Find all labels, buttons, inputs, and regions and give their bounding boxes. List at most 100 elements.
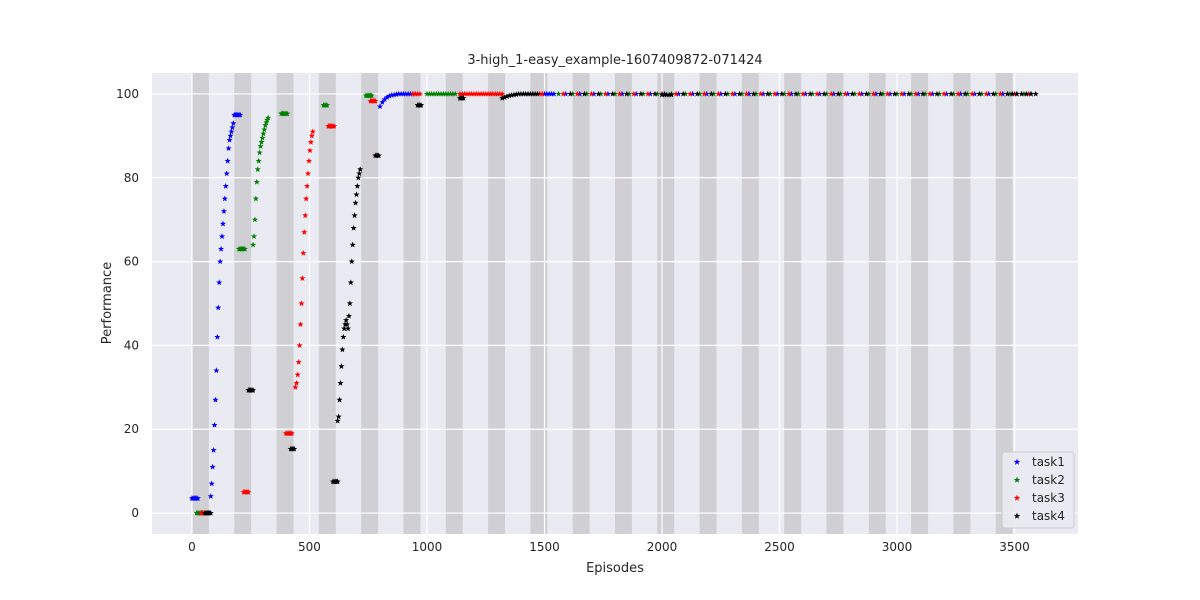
data-point xyxy=(338,363,345,369)
data-point xyxy=(814,90,821,97)
data-point xyxy=(611,90,619,97)
data-point xyxy=(209,463,216,470)
data-point xyxy=(863,90,870,97)
data-point xyxy=(992,90,999,97)
data-point xyxy=(388,92,395,98)
data-point xyxy=(891,90,898,97)
data-point xyxy=(809,90,816,97)
data-point xyxy=(950,90,957,97)
data-point xyxy=(501,94,508,100)
data-point xyxy=(473,90,480,97)
data-point xyxy=(368,92,375,99)
data-point xyxy=(710,90,717,97)
data-point xyxy=(513,91,520,97)
data-point xyxy=(898,90,905,97)
data-point xyxy=(715,90,722,97)
data-point xyxy=(340,333,347,340)
data-point xyxy=(905,90,912,97)
data-point xyxy=(494,90,501,97)
data-point xyxy=(1009,90,1016,97)
data-point xyxy=(428,90,435,97)
shaded-band xyxy=(657,73,675,534)
data-point xyxy=(971,90,978,97)
data-point xyxy=(609,90,616,97)
shaded-band xyxy=(530,73,548,534)
data-point xyxy=(218,233,226,240)
data-point xyxy=(194,495,201,501)
plot-area xyxy=(152,73,1078,534)
data-point xyxy=(771,90,778,97)
data-point xyxy=(208,480,215,487)
shaded-band xyxy=(699,73,717,534)
data-point xyxy=(250,387,257,393)
data-point xyxy=(926,90,933,97)
y-tick-label: 100 xyxy=(116,87,139,101)
shaded-band xyxy=(826,73,844,534)
data-point xyxy=(752,90,760,97)
data-point xyxy=(301,229,308,235)
data-point xyxy=(251,216,258,223)
y-tick-label: 20 xyxy=(124,422,139,436)
data-point xyxy=(708,90,715,97)
data-point xyxy=(562,90,569,97)
data-point xyxy=(341,325,348,332)
data-point xyxy=(933,90,941,97)
data-point xyxy=(619,90,626,97)
data-point xyxy=(802,90,809,97)
plot-background xyxy=(152,73,1078,534)
data-point xyxy=(348,258,355,265)
x-tick-label: 2500 xyxy=(764,540,795,554)
data-point xyxy=(503,93,510,100)
data-point xyxy=(339,346,346,353)
shaded-band xyxy=(995,73,1013,534)
data-point xyxy=(255,157,262,164)
shaded-band xyxy=(868,73,886,534)
data-point xyxy=(262,122,269,128)
data-point xyxy=(376,103,384,110)
data-point xyxy=(743,90,750,97)
data-point xyxy=(334,478,341,485)
data-point xyxy=(574,90,581,97)
x-tick-label: 3500 xyxy=(999,540,1030,554)
data-point xyxy=(337,379,344,386)
data-point xyxy=(306,147,313,154)
data-point xyxy=(386,92,393,99)
data-point xyxy=(623,90,630,97)
data-point xyxy=(851,90,858,97)
data-point xyxy=(307,138,314,145)
data-point xyxy=(1018,90,1025,97)
data-point xyxy=(792,90,800,97)
y-tick-label: 60 xyxy=(124,255,139,269)
data-point xyxy=(736,90,743,97)
data-point xyxy=(335,413,342,420)
legend-label-task3: task3 xyxy=(1032,491,1065,505)
data-point xyxy=(856,90,863,97)
data-point xyxy=(525,90,532,97)
data-point xyxy=(515,90,522,97)
data-point xyxy=(774,90,781,97)
data-point xyxy=(886,90,894,97)
data-point xyxy=(253,178,260,185)
data-point xyxy=(781,90,788,97)
x-tick-label: 1000 xyxy=(412,540,443,554)
data-point xyxy=(687,90,694,97)
data-point xyxy=(948,90,955,97)
data-point xyxy=(550,90,557,97)
data-point xyxy=(510,91,517,98)
data-point xyxy=(633,90,640,97)
data-point xyxy=(658,91,666,98)
data-point xyxy=(445,90,452,97)
data-point xyxy=(426,90,433,97)
data-point xyxy=(717,90,724,97)
data-point xyxy=(548,90,555,97)
data-point xyxy=(978,90,985,97)
data-point xyxy=(849,90,856,97)
data-point xyxy=(229,124,236,131)
legend: task1 task2 task3 task4 xyxy=(1001,451,1075,529)
data-point xyxy=(303,195,310,202)
data-point xyxy=(475,90,482,97)
data-point xyxy=(212,396,219,403)
data-point xyxy=(293,379,300,386)
data-point xyxy=(976,90,983,97)
data-point xyxy=(263,119,270,126)
